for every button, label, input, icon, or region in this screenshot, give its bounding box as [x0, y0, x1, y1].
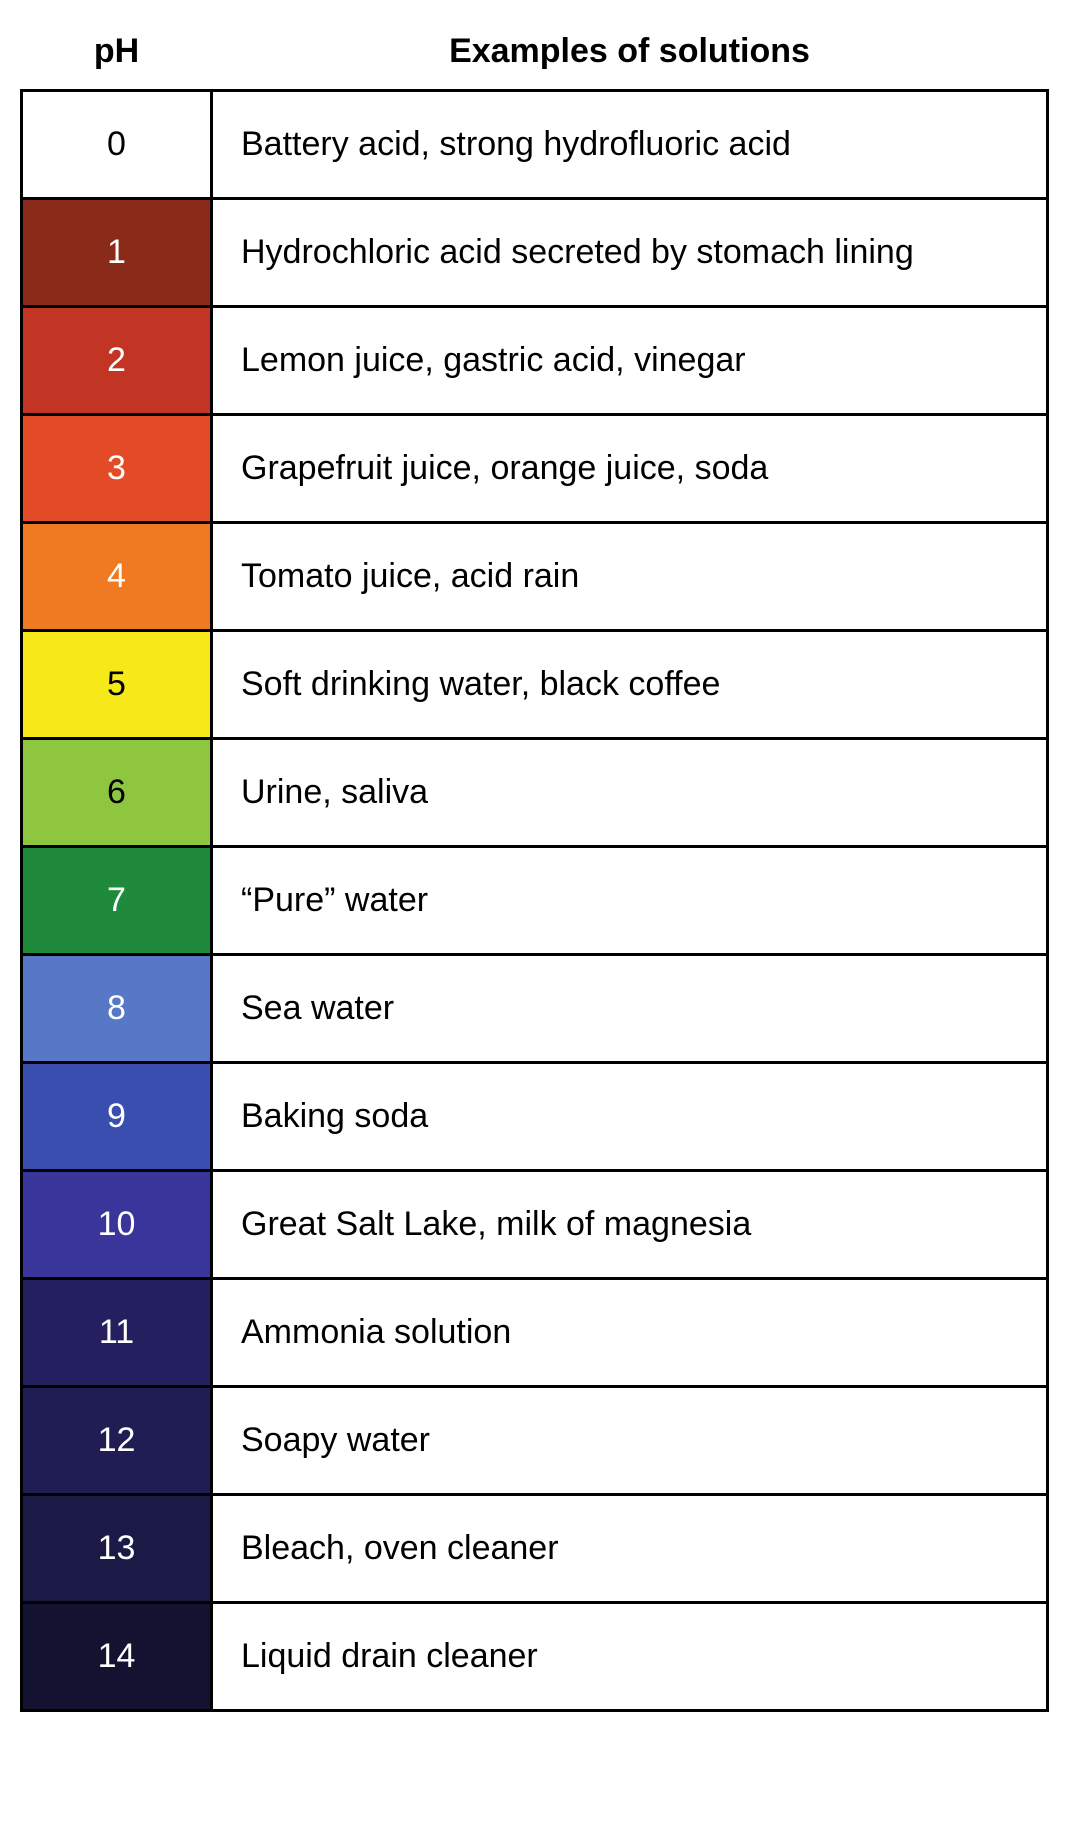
table-row: 9Baking soda — [22, 1063, 1048, 1171]
ph-value-cell: 7 — [22, 847, 212, 955]
table-row: 3Grapefruit juice, orange juice, soda — [22, 415, 1048, 523]
example-cell: Tomato juice, acid rain — [212, 523, 1048, 631]
example-cell: Hydrochloric acid secreted by stomach li… — [212, 199, 1048, 307]
table-row: 2Lemon juice, gastric acid, vinegar — [22, 307, 1048, 415]
ph-table-body: 0Battery acid, strong hydrofluoric acid1… — [22, 91, 1048, 1711]
ph-value-cell: 4 — [22, 523, 212, 631]
table-row: 6Urine, saliva — [22, 739, 1048, 847]
example-cell: Liquid drain cleaner — [212, 1603, 1048, 1711]
table-row: 7“Pure” water — [22, 847, 1048, 955]
example-cell: Ammonia solution — [212, 1279, 1048, 1387]
ph-value-cell: 8 — [22, 955, 212, 1063]
table-row: 4Tomato juice, acid rain — [22, 523, 1048, 631]
table-row: 1Hydrochloric acid secreted by stomach l… — [22, 199, 1048, 307]
table-row: 0Battery acid, strong hydrofluoric acid — [22, 91, 1048, 199]
table-row: 8Sea water — [22, 955, 1048, 1063]
table-row: 14Liquid drain cleaner — [22, 1603, 1048, 1711]
example-cell: Baking soda — [212, 1063, 1048, 1171]
ph-value-cell: 14 — [22, 1603, 212, 1711]
ph-value-cell: 12 — [22, 1387, 212, 1495]
example-cell: Battery acid, strong hydrofluoric acid — [212, 91, 1048, 199]
table-row: 10Great Salt Lake, milk of magnesia — [22, 1171, 1048, 1279]
example-cell: Soapy water — [212, 1387, 1048, 1495]
table-row: 5Soft drinking water, black coffee — [22, 631, 1048, 739]
table-row: 13Bleach, oven cleaner — [22, 1495, 1048, 1603]
ph-value-cell: 3 — [22, 415, 212, 523]
ph-value-cell: 2 — [22, 307, 212, 415]
example-cell: Lemon juice, gastric acid, vinegar — [212, 307, 1048, 415]
ph-value-cell: 6 — [22, 739, 212, 847]
table-row: 12Soapy water — [22, 1387, 1048, 1495]
header-examples: Examples of solutions — [212, 20, 1048, 91]
ph-value-cell: 10 — [22, 1171, 212, 1279]
ph-scale-table: pH Examples of solutions 0Battery acid, … — [20, 20, 1049, 1712]
ph-value-cell: 1 — [22, 199, 212, 307]
header-ph: pH — [22, 20, 212, 91]
example-cell: Great Salt Lake, milk of magnesia — [212, 1171, 1048, 1279]
example-cell: Urine, saliva — [212, 739, 1048, 847]
example-cell: Bleach, oven cleaner — [212, 1495, 1048, 1603]
example-cell: Sea water — [212, 955, 1048, 1063]
ph-value-cell: 0 — [22, 91, 212, 199]
table-row: 11Ammonia solution — [22, 1279, 1048, 1387]
example-cell: Grapefruit juice, orange juice, soda — [212, 415, 1048, 523]
ph-value-cell: 13 — [22, 1495, 212, 1603]
ph-value-cell: 11 — [22, 1279, 212, 1387]
example-cell: “Pure” water — [212, 847, 1048, 955]
ph-value-cell: 5 — [22, 631, 212, 739]
ph-value-cell: 9 — [22, 1063, 212, 1171]
header-row: pH Examples of solutions — [22, 20, 1048, 91]
example-cell: Soft drinking water, black coffee — [212, 631, 1048, 739]
